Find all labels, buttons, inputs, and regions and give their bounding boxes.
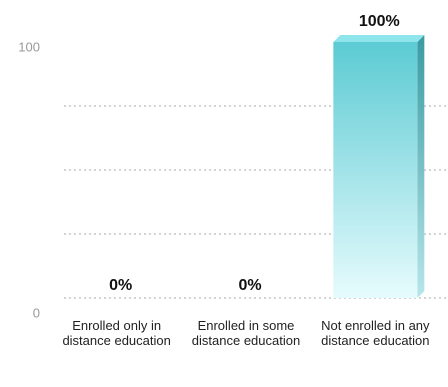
x-tick-label: Enrolled in some distance education — [191, 318, 301, 348]
y-tick-label: 100 — [18, 39, 40, 54]
value-label: 100% — [359, 13, 400, 30]
bar-side — [417, 35, 425, 298]
y-tick-label: 0 — [33, 305, 40, 320]
value-label: 0% — [238, 277, 261, 294]
x-tick-label: Not enrolled in any distance education — [321, 318, 430, 348]
bar — [333, 35, 425, 298]
value-label: 0% — [109, 277, 132, 294]
x-tick-label: Enrolled only in distance education — [62, 318, 171, 348]
bar-top — [333, 35, 425, 42]
bar-front — [333, 42, 418, 298]
